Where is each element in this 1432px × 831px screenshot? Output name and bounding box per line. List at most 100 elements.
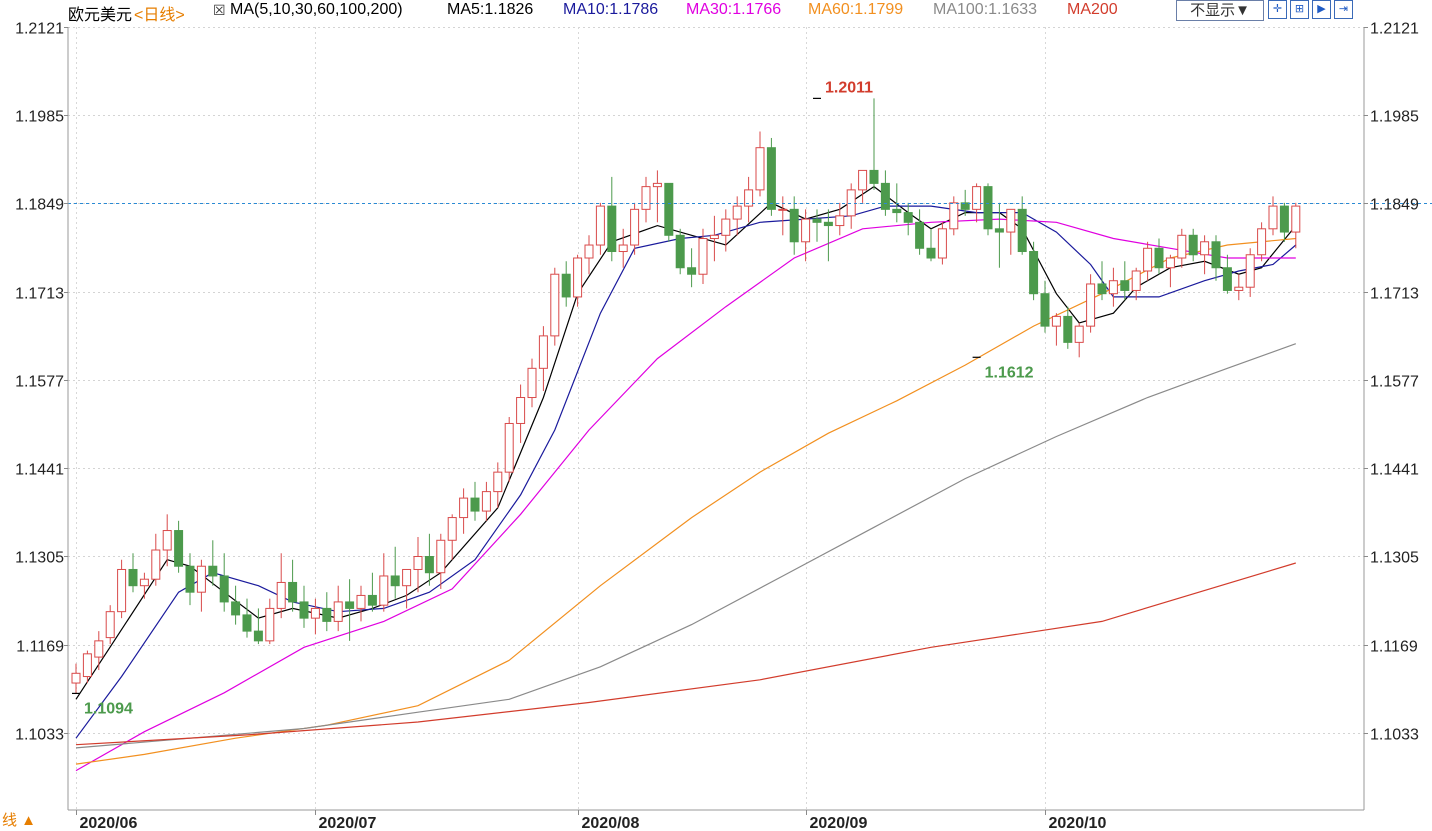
- candle-body: [82, 653, 92, 678]
- candle-body: [641, 186, 651, 210]
- crosshair-icon[interactable]: ✛: [1268, 0, 1287, 19]
- candle: [436, 533, 446, 589]
- candle: [379, 553, 389, 612]
- candle-body: [356, 594, 366, 609]
- candle: [1017, 196, 1027, 255]
- candle-body: [527, 367, 537, 399]
- candle-body: [823, 221, 833, 227]
- y-tick-label-right: 1.1985: [1370, 109, 1419, 126]
- scroll-forward-icon[interactable]: ▶: [1312, 0, 1331, 19]
- x-tick-label: 2020/09: [810, 815, 868, 831]
- candle: [356, 585, 366, 622]
- candle-body: [618, 244, 628, 253]
- candle: [550, 267, 560, 346]
- candle-body: [265, 607, 275, 642]
- candle: [538, 326, 548, 392]
- candle: [1279, 202, 1289, 242]
- ma-summary[interactable]: MA(5,10,30,60,100,200): [230, 1, 403, 18]
- candle: [869, 98, 879, 190]
- candle-body: [413, 556, 423, 570]
- candle-body: [846, 189, 856, 217]
- candle: [219, 553, 229, 612]
- hide-indicator-button[interactable]: 不显示▼: [1176, 0, 1264, 21]
- candle-body: [1257, 228, 1267, 256]
- candle-body: [481, 491, 491, 512]
- candle-body: [333, 601, 343, 622]
- y-tick-label-left: 1.1985: [15, 109, 64, 126]
- candle-body: [926, 247, 936, 259]
- candle-body: [778, 208, 788, 211]
- ma-indicator-icon[interactable]: ☒: [213, 2, 226, 18]
- candle-body: [1040, 293, 1050, 327]
- candle-body: [345, 601, 355, 609]
- extreme-label: 1.1612: [985, 364, 1034, 381]
- candle-body: [390, 575, 400, 587]
- period-label[interactable]: <日线>: [134, 7, 185, 22]
- jump-end-icon[interactable]: ⇥: [1334, 0, 1353, 19]
- candle-body: [242, 614, 252, 632]
- ma-line-ma100: [75, 343, 1297, 749]
- candle-body: [1279, 205, 1289, 233]
- candle: [493, 462, 503, 508]
- candle: [242, 598, 252, 638]
- candle-body: [709, 234, 719, 240]
- candle-body: [1291, 205, 1301, 233]
- candle: [755, 131, 765, 197]
- candle: [139, 572, 149, 599]
- candle-body: [1131, 270, 1141, 291]
- candle: [618, 228, 628, 268]
- candle-body: [1108, 280, 1118, 295]
- candle: [630, 202, 640, 255]
- candle: [1108, 267, 1118, 307]
- candle-body: [1074, 325, 1084, 343]
- candle: [858, 169, 868, 203]
- ma100-value: MA100:1.1633: [933, 1, 1038, 18]
- candle: [504, 416, 514, 482]
- candle-body: [812, 218, 822, 223]
- y-tick-label-right: 1.1033: [1370, 727, 1419, 744]
- candle: [424, 533, 434, 586]
- candle-body: [219, 575, 229, 603]
- y-tick-label-right: 1.1713: [1370, 286, 1419, 303]
- candle-body: [185, 565, 195, 593]
- candle: [367, 572, 377, 612]
- candle-body: [288, 581, 298, 603]
- candle: [1177, 228, 1187, 268]
- candle-body: [1222, 267, 1232, 291]
- candle-body: [858, 169, 868, 191]
- candle: [994, 202, 1004, 268]
- ma60-value: MA60:1.1799: [808, 1, 904, 18]
- candle: [1245, 248, 1255, 297]
- ma-line-ma5: [75, 185, 1297, 700]
- y-tick-label-left: 1.1033: [15, 727, 64, 744]
- zoom-in-icon[interactable]: ⊞: [1290, 0, 1309, 19]
- candle: [766, 137, 776, 216]
- candle: [105, 605, 115, 645]
- candle: [459, 488, 469, 534]
- period-switch[interactable]: 线 ▲: [2, 812, 37, 829]
- candle: [208, 540, 218, 586]
- chart-header: 欧元美元 <日线> ☒ MA(5,10,30,60,100,200) MA5:1…: [0, 0, 1432, 22]
- candle: [926, 228, 936, 262]
- candle-body: [994, 228, 1004, 233]
- chart-overlay: 1.1094 1.2011 1.1612: [68, 79, 1432, 717]
- candle: [117, 559, 127, 619]
- y-tick-label-left: 1.1305: [15, 550, 64, 567]
- candle: [1143, 241, 1153, 281]
- candle: [94, 631, 104, 671]
- candle: [1188, 228, 1198, 262]
- y-tick-label-left: 1.1441: [15, 462, 64, 479]
- candle: [470, 481, 480, 521]
- candle: [1074, 322, 1084, 358]
- ma10-value: MA10:1.1786: [563, 1, 659, 18]
- candle-body: [1029, 251, 1039, 295]
- candle-body: [139, 578, 149, 587]
- candle: [151, 533, 161, 586]
- candle: [675, 228, 685, 275]
- candle: [687, 248, 697, 288]
- candle-body: [538, 335, 548, 369]
- candle: [128, 553, 138, 593]
- candle-body: [1063, 315, 1073, 343]
- candle-body: [630, 208, 640, 246]
